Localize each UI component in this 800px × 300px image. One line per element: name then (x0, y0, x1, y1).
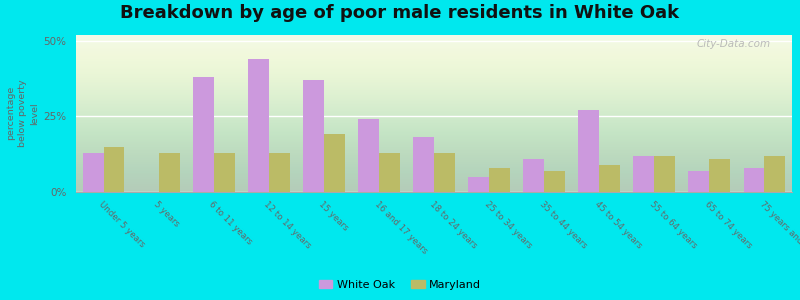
Bar (413, 137, 434, 192)
Bar (303, 80, 324, 192)
Bar (269, 153, 290, 192)
Bar (158, 153, 179, 192)
Bar (248, 59, 269, 192)
Bar (324, 134, 345, 192)
Bar (654, 156, 675, 192)
Bar (434, 153, 455, 192)
Bar (544, 171, 565, 192)
Bar (578, 110, 599, 192)
Bar (489, 168, 510, 192)
Bar (765, 156, 786, 192)
Bar (689, 171, 710, 192)
Text: City-Data.com: City-Data.com (696, 39, 770, 49)
Bar (523, 159, 544, 192)
Bar (82, 153, 103, 192)
Text: Breakdown by age of poor male residents in White Oak: Breakdown by age of poor male residents … (121, 4, 679, 22)
Bar (710, 159, 730, 192)
Y-axis label: percentage
below poverty
level: percentage below poverty level (6, 80, 39, 147)
Bar (103, 147, 125, 192)
Bar (214, 153, 234, 192)
Bar (358, 119, 379, 192)
Bar (634, 156, 654, 192)
Bar (468, 177, 489, 192)
Bar (599, 165, 620, 192)
Legend: White Oak, Maryland: White Oak, Maryland (314, 276, 486, 294)
Bar (379, 153, 400, 192)
Bar (193, 77, 214, 192)
Bar (743, 168, 765, 192)
